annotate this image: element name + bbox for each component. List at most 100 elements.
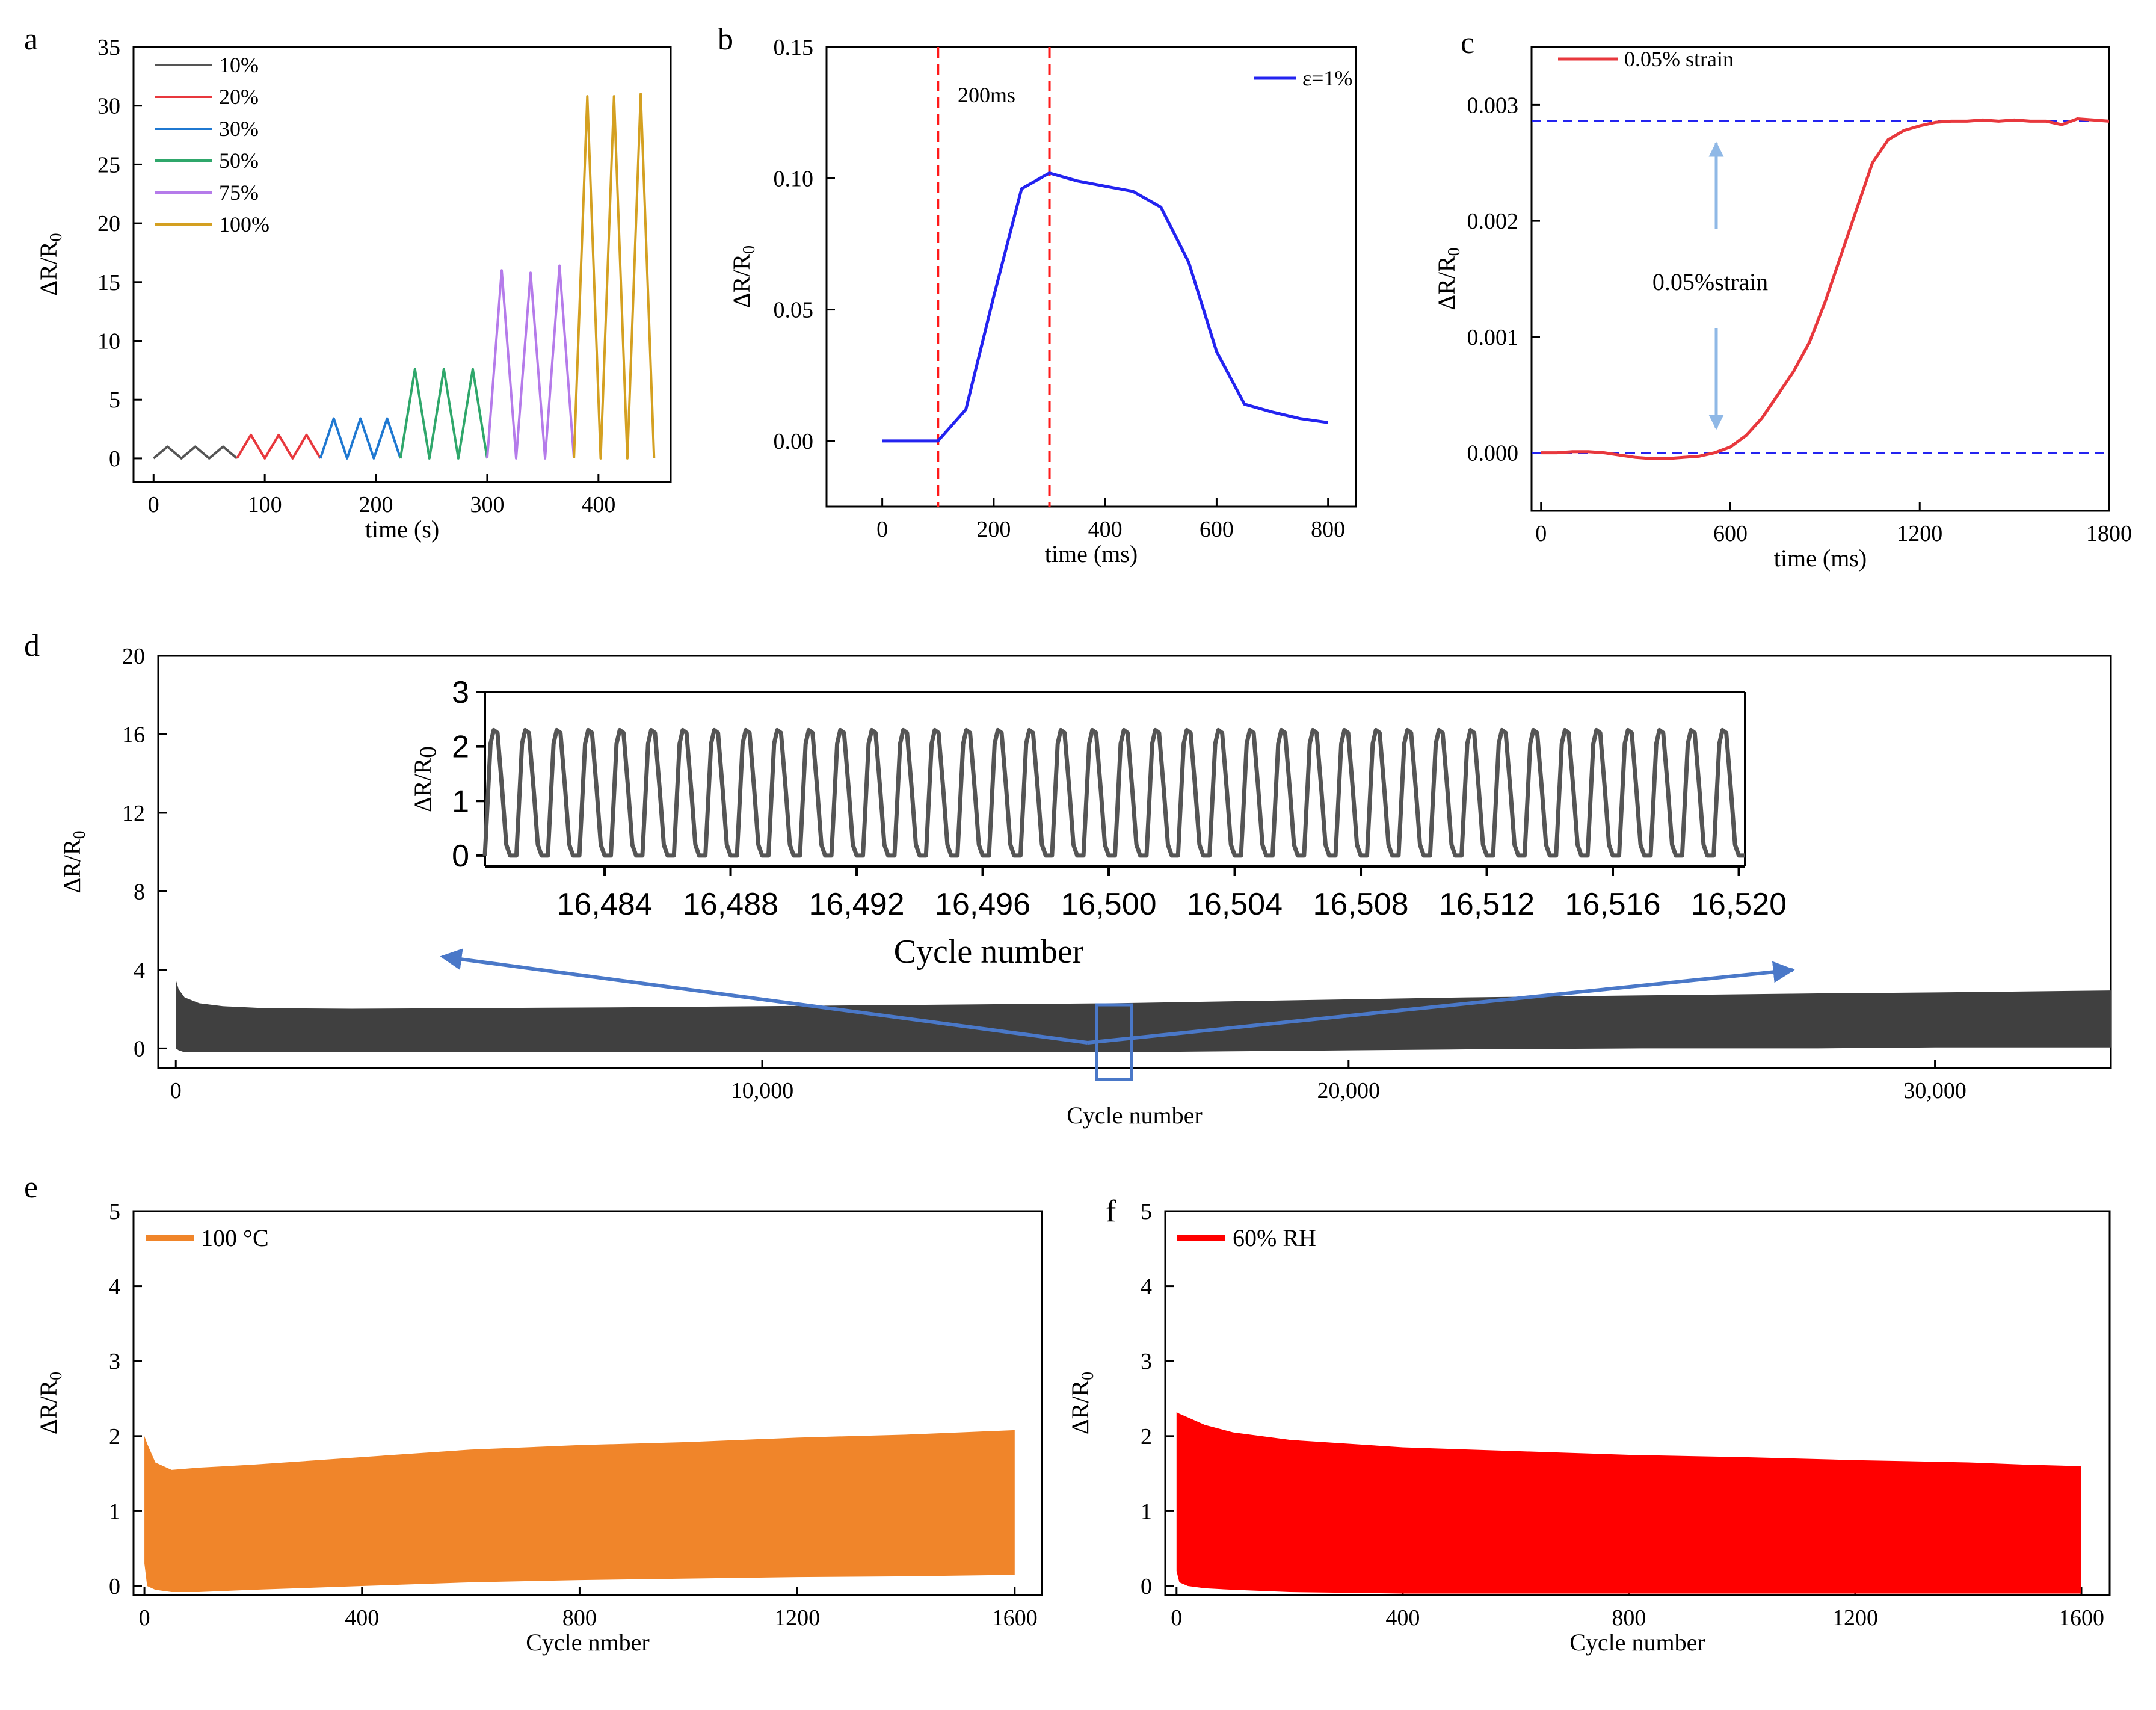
y-tick-label: 1 [1141,1499,1152,1524]
y-tick-label: 0.05 [774,298,814,323]
inset-y-tick-label: 0 [452,839,469,874]
x-tick-label: 0 [1535,521,1547,546]
plot-frame [132,1210,1043,1596]
y-tick-label: 0 [134,1036,145,1061]
x-axis-label: time (ms) [1774,545,1867,572]
x-tick-label: 1800 [2086,521,2132,546]
inset-x-tick-label: 16,512 [1439,887,1535,922]
y-tick-label: 5 [109,387,120,413]
y-tick-label: 20 [97,211,120,236]
y-tick-label: 5 [1141,1199,1152,1224]
x-tick-label: 0 [148,492,159,517]
x-tick-label: 600 [1713,521,1748,546]
cyclic-band [144,1430,1015,1593]
legend-label: 10% [219,53,259,77]
plot-frame [1530,46,2110,512]
y-axis-label-main: ΔR/R [1067,1380,1094,1435]
inset-x-tick-label: 16,496 [935,887,1030,922]
x-tick-label: 200 [359,492,393,517]
y-axis-label: ΔR/R0 [58,830,89,893]
inset-x-tick-label: 16,492 [809,887,905,922]
series-line-75% [485,264,576,460]
x-tick-label: 400 [345,1605,379,1631]
y-axis-label-main: ΔR/R [1433,256,1460,310]
legend-label: 0.05% strain [1624,47,1734,71]
inset-x-tick-label: 16,516 [1565,887,1661,922]
y-tick-label: 10 [97,329,120,354]
y-tick-label: 15 [97,270,120,295]
y-axis-label-subscript: 0 [1079,1372,1097,1380]
x-tick-label: 1200 [1832,1605,1878,1631]
legend-label: 100% [219,212,270,236]
y-tick-label: 25 [97,152,120,177]
panel-letter: a [24,22,38,57]
x-tick-label: 20,000 [1317,1078,1381,1103]
x-tick-label: 100 [248,492,282,517]
y-axis-label-main: ΔR/R [35,241,62,296]
panel-b: 0 200 400 600 800 0.00 0.05 0.10 0.15 time (ms) ΔR… [718,22,1357,567]
x-tick-label: 1200 [1897,521,1942,546]
inset-waveform [482,727,1745,858]
y-axis-label-subscript: 0 [740,245,759,254]
y-tick-label: 2 [109,1424,120,1449]
x-tick-label: 800 [1612,1605,1646,1631]
x-tick-label: 400 [1385,1605,1420,1631]
y-tick-label: 0.002 [1467,209,1519,234]
x-axis-label: Cycle nmber [526,1629,650,1656]
y-tick-label: 30 [97,94,120,119]
inset-x-tick-label: 16,508 [1313,887,1409,922]
panel-letter: b [718,22,733,57]
x-tick-label: 800 [1311,517,1345,542]
x-tick-label: 1600 [2059,1605,2104,1631]
x-tick-label: 200 [976,517,1011,542]
inset-x-tick-label: 16,484 [557,887,653,922]
x-tick-label: 0 [170,1078,182,1103]
y-tick-label: 0.15 [774,35,814,60]
x-tick-label: 0 [139,1605,150,1631]
panel-letter: e [24,1170,38,1205]
inset-x-tick-label: 16,500 [1061,887,1157,922]
series-line [882,171,1329,443]
y-axis-label-main: ΔR/R [409,758,436,812]
y-tick-label: 1 [109,1499,120,1524]
inset: 0 1 2 3 16,484 16,488 16,492 16,496 16,500 16,504… [409,675,1787,971]
y-tick-label: 16 [122,722,145,747]
y-axis-label: ΔR/R0 [35,233,66,295]
x-tick-label: 0 [876,517,888,542]
x-tick-label: 400 [1088,517,1123,542]
inset-y-tick-label: 3 [452,675,469,710]
legend-label: 30% [219,117,259,141]
y-axis-label-subscript: 0 [47,1372,66,1380]
y-tick-label: 0.001 [1467,325,1519,350]
y-axis-label-subscript: 0 [1445,247,1464,256]
y-axis-label-subscript: 0 [70,830,89,839]
series-line-50% [399,368,488,460]
series-line [1541,117,2110,460]
x-tick-label: 30,000 [1903,1078,1967,1103]
y-tick-label: 0 [109,1574,120,1599]
x-tick-label: 400 [581,492,615,517]
x-axis-label: Cycle number [1569,1629,1705,1656]
plot-frame [132,46,672,483]
y-tick-label: 5 [109,1199,120,1224]
x-axis-label: Cycle number [1067,1102,1203,1129]
x-tick-label: 800 [562,1605,597,1631]
x-tick-label: 600 [1200,517,1234,542]
legend-label: 100 °C [201,1224,269,1252]
annotation-label: 200ms [958,83,1015,107]
inset-y-tick-label: 1 [452,784,469,819]
x-axis-label: time (s) [365,516,439,543]
y-tick-label: 4 [109,1274,120,1300]
series-line-10% [153,445,238,460]
series-line-30% [319,417,402,460]
panel-letter: c [1461,26,1474,60]
y-axis-label-main: ΔR/R [58,839,85,894]
y-tick-label: 4 [1141,1274,1152,1300]
inset-y-tick-label: 2 [452,730,469,765]
y-axis-label: ΔR/R0 [728,245,759,308]
